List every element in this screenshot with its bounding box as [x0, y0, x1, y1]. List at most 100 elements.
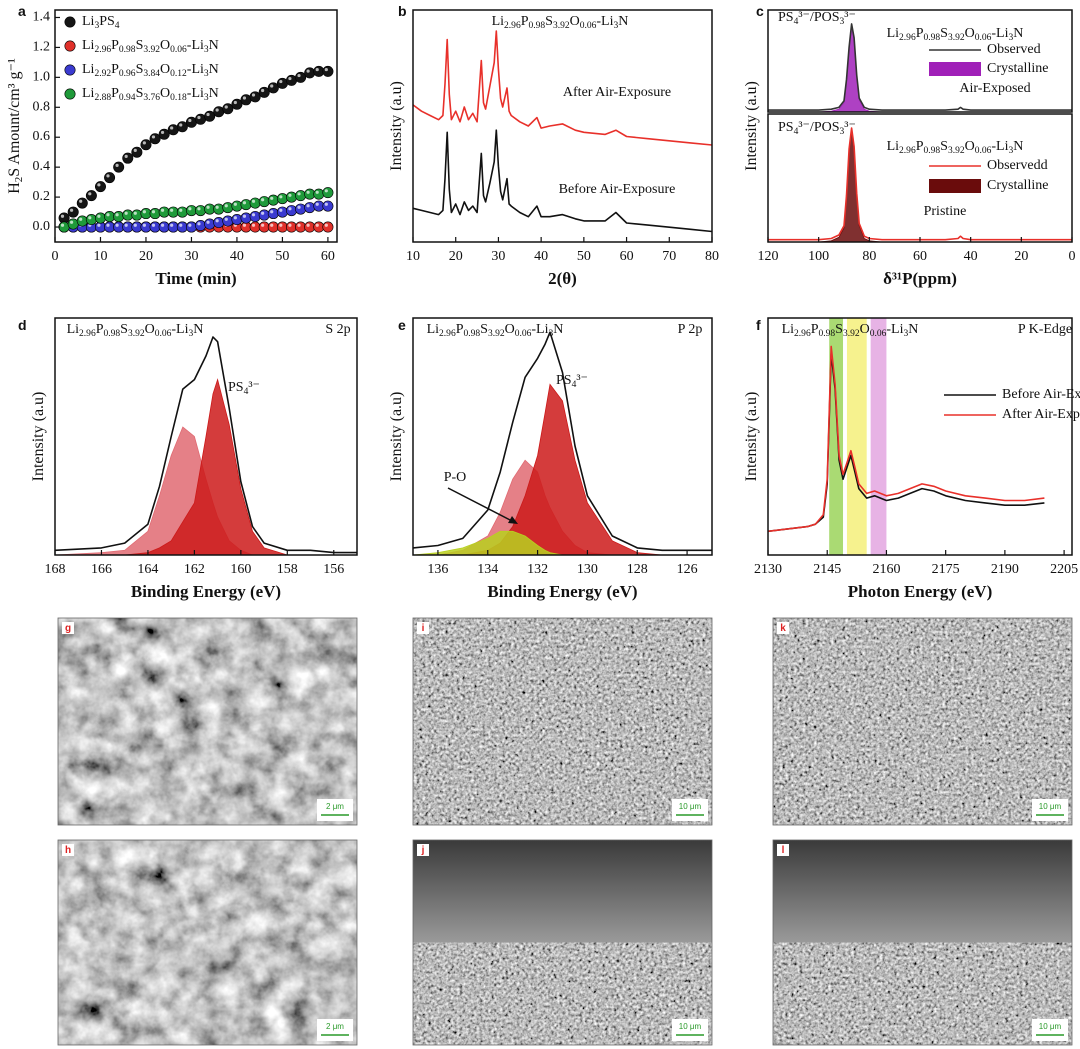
point [195, 220, 207, 232]
point-highlight [306, 190, 310, 194]
point [85, 214, 97, 226]
point-highlight [306, 223, 310, 227]
point-highlight [88, 216, 92, 220]
point-highlight [261, 198, 265, 202]
point-highlight [133, 211, 137, 215]
panel: 136 134 132 130 128 126 Binding Energy (eV) Int… [388, 317, 713, 601]
point [204, 110, 216, 122]
x-tick-label: 60 [913, 249, 927, 264]
legend-label: Before Air-Exposure [1002, 387, 1080, 402]
point-highlight [324, 189, 328, 193]
point-highlight [279, 195, 283, 199]
point [113, 211, 125, 223]
annotation: P-O [444, 470, 467, 485]
point [322, 221, 334, 233]
point [222, 202, 234, 214]
point [249, 91, 261, 103]
arrow [447, 487, 515, 523]
band [846, 318, 867, 555]
point-highlight [306, 204, 310, 208]
image-frame [772, 839, 1073, 1046]
point-highlight [270, 210, 274, 214]
y-tick-label: 0.0 [33, 219, 51, 234]
legend-marker [64, 64, 76, 76]
compound-label: Li2.96P0.98S3.92O0.06-Li3N [492, 14, 629, 31]
panel: Intensity (a.u) c Li2.96P0.98S3.92O0.06-Li… [743, 3, 1073, 171]
y-tick-label: 1.0 [33, 70, 51, 85]
legend-label: After Air-Exposure [1002, 407, 1080, 422]
annotation: PS4³⁻ [556, 373, 588, 390]
point-highlight [151, 135, 156, 139]
x-tick-label: 50 [577, 249, 591, 264]
point-highlight [324, 223, 328, 227]
point-highlight [315, 202, 319, 206]
point-highlight [233, 216, 237, 220]
plot-frame [412, 317, 713, 556]
point-highlight [151, 210, 156, 214]
panel: 2130 2145 2160 2175 2190 2205 Photon Energy (e… [743, 317, 1080, 601]
x-tick-label: 126 [677, 562, 698, 577]
legend-label: Li3PS4 [82, 14, 120, 31]
point [267, 208, 279, 220]
y-tick-label: 0.4 [33, 159, 51, 174]
image-label: g [65, 623, 71, 634]
point-highlight [160, 208, 165, 212]
point [249, 197, 261, 209]
annotation: P K-Edge [1018, 322, 1072, 337]
point [231, 214, 243, 226]
x-tick-label: 2175 [932, 562, 960, 577]
scale-label: 10 μm [679, 1022, 702, 1031]
point-highlight [197, 115, 201, 120]
point-highlight [206, 220, 210, 224]
x-axis-label: Photon Energy (eV) [848, 582, 992, 601]
image-label: i [422, 623, 425, 634]
point [222, 215, 234, 227]
x-tick-label: 2130 [754, 562, 782, 577]
x-tick-label: 132 [527, 562, 548, 577]
point-highlight [224, 204, 228, 208]
point-highlight [79, 217, 83, 221]
point-highlight [315, 190, 319, 194]
legend-label: Crystalline [987, 61, 1048, 76]
y-tick-label: 1.2 [33, 40, 51, 55]
y-axis-label: Intensity (a.u) [30, 392, 47, 482]
x-tick-label: 156 [323, 562, 344, 577]
x-tick-label: 2205 [1050, 562, 1078, 577]
label-box [417, 622, 429, 634]
x-tick-label: 20 [449, 249, 463, 264]
x-tick-label: 0 [1069, 249, 1076, 264]
annotation: After Air-Exposure [563, 85, 671, 100]
scale-label: 10 μm [1039, 802, 1062, 811]
point-highlight [179, 208, 183, 212]
point-highlight [79, 199, 83, 203]
point-highlight [233, 100, 237, 105]
compound-label: Li2.96P0.98S3.92O0.06-Li3N [887, 26, 1024, 43]
point [204, 218, 216, 230]
arrow-head [508, 516, 518, 524]
point-highlight [306, 69, 310, 73]
legend-label: Observed [987, 42, 1041, 57]
compound-label: Li2.96P0.98S3.92O0.06-Li3N [887, 139, 1024, 156]
point-highlight [160, 223, 165, 227]
x-axis-label: Binding Energy (eV) [487, 582, 637, 601]
point [104, 172, 116, 184]
point-highlight [115, 223, 119, 227]
point-highlight [233, 202, 237, 206]
x-axis-label: Time (min) [155, 269, 236, 288]
point [67, 206, 79, 218]
point-highlight [251, 213, 256, 217]
label-box [62, 622, 74, 634]
point [231, 98, 243, 110]
panel-letter: f [756, 317, 761, 333]
point-highlight [315, 67, 319, 72]
y-axis-label: Intensity (a.u) [388, 81, 405, 171]
y-tick-label: 0.6 [33, 129, 51, 144]
legend-label: Crystalline [987, 178, 1048, 193]
point-highlight [151, 223, 156, 227]
point [140, 139, 152, 151]
x-tick-label: 10 [93, 249, 107, 264]
panel-letter: b [398, 3, 407, 19]
annotation: Pristine [924, 204, 967, 219]
panel-letter: a [18, 3, 26, 19]
